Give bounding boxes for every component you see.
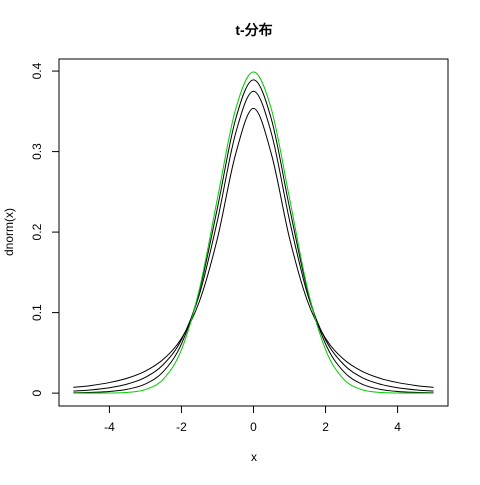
x-tick-label: -4 [104, 420, 115, 434]
x-tick-label: 2 [322, 420, 329, 434]
x-tick-label: -2 [176, 420, 187, 434]
x-tick-label: 0 [250, 420, 257, 434]
y-tick-label: 0.2 [30, 223, 44, 240]
y-tick-label: 0 [30, 389, 44, 396]
chart-title: t-分布 [235, 22, 272, 38]
y-tick-label: 0.4 [30, 62, 44, 79]
x-tick-label: 4 [394, 420, 401, 434]
density-line [73, 71, 434, 394]
density-line [73, 107, 434, 388]
y-axis-label: dnorm(x) [2, 208, 16, 256]
x-axis-label: x [251, 450, 257, 464]
density-line [73, 90, 434, 392]
y-tick-label: 0.3 [30, 143, 44, 160]
density-line [73, 79, 434, 394]
y-tick-label: 0.1 [30, 304, 44, 321]
